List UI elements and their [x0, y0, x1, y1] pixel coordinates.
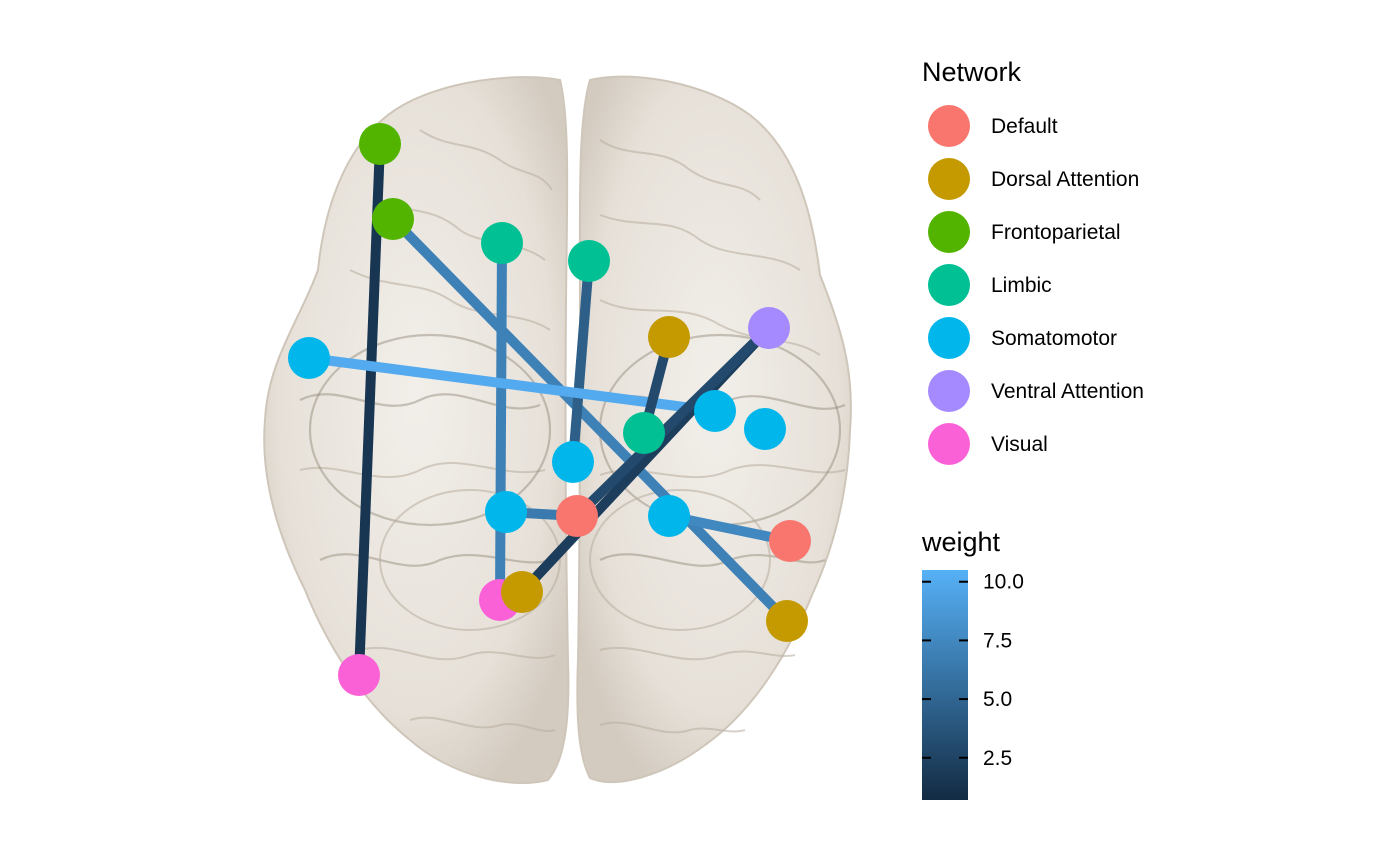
weight-ticks: 10.0 7.5 5.0 2.5 [922, 571, 1024, 770]
node-n9 [694, 390, 736, 432]
node-n2 [372, 198, 414, 240]
weight-legend-title: weight [921, 527, 1001, 557]
network-legend-title: Network [922, 57, 1022, 87]
node-n12 [485, 491, 527, 533]
weight-tick-label: 10.0 [983, 571, 1024, 594]
node-n19 [338, 654, 380, 696]
edge-n6-n13 [573, 324, 773, 520]
legend-key-ventral-attention [928, 370, 970, 412]
node-n7 [288, 337, 330, 379]
legend-label-limbic: Limbic [991, 274, 1052, 297]
node-n4 [568, 240, 610, 282]
node-n6 [748, 307, 790, 349]
legend-key-default [928, 105, 970, 147]
edge-n2-n18 [389, 215, 791, 625]
edge-layer [308, 143, 792, 676]
legend-label-visual: Visual [991, 433, 1048, 456]
legend-label-default: Default [991, 115, 1058, 138]
node-n8 [744, 408, 786, 450]
legend-label-dorsal-attention: Dorsal Attention [991, 168, 1139, 191]
node-n5 [648, 316, 690, 358]
node-n14 [648, 495, 690, 537]
node-layer [288, 123, 811, 696]
legend-key-somatomotor [928, 317, 970, 359]
legend-key-frontoparietal [928, 211, 970, 253]
legend-label-ventral-attention: Ventral Attention [991, 380, 1144, 403]
node-n11 [552, 441, 594, 483]
node-n10 [623, 412, 665, 454]
network-legend: Network Default Dorsal Attention Frontopar… [922, 57, 1144, 465]
weight-tick-label: 7.5 [983, 629, 1012, 652]
edge-n3-n16 [495, 242, 507, 601]
node-n13 [556, 495, 598, 537]
legend-label-somatomotor: Somatomotor [991, 327, 1117, 350]
edge-n1-n19 [354, 143, 385, 676]
weight-tick-label: 5.0 [983, 688, 1012, 711]
node-n17 [501, 571, 543, 613]
legend-key-visual [928, 423, 970, 465]
node-n3 [481, 222, 523, 264]
legend-key-limbic [928, 264, 970, 306]
weight-colorbar [922, 570, 968, 800]
legend-key-dorsal-attention [928, 158, 970, 200]
edge-n4-n11 [568, 260, 594, 463]
weight-tick-label: 2.5 [983, 747, 1012, 770]
node-n1 [359, 123, 401, 165]
node-n18 [766, 600, 808, 642]
node-n15 [769, 520, 811, 562]
legend-label-frontoparietal: Frontoparietal [991, 221, 1121, 244]
network-legend-items: Default Dorsal Attention Frontoparietal Lim… [928, 105, 1144, 465]
weight-legend: weight 10.0 7.5 5.0 2.5 [921, 527, 1024, 800]
